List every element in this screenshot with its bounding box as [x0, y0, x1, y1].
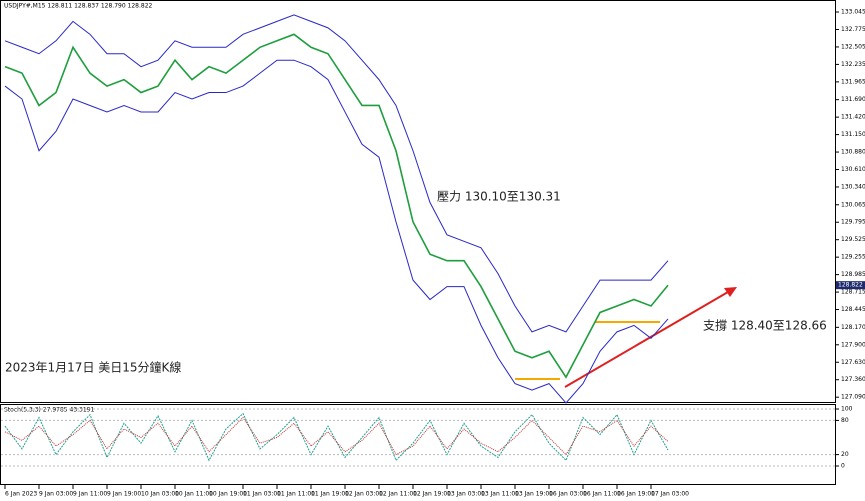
x-tick-label: 10 Jan 03:00 [141, 491, 179, 498]
x-tick-label: 11 Jan 03:00 [243, 491, 281, 498]
y-tick-label: 128.170 [841, 324, 865, 331]
x-tick-label: 16 Jan 03:00 [549, 491, 587, 498]
x-tick-label: 10 Jan 19:00 [209, 491, 247, 498]
x-tick-label: 17 Jan 03:00 [651, 491, 689, 498]
y-tick-label: 129.525 [841, 236, 865, 243]
y-tick-label: 131.150 [841, 131, 865, 138]
x-tick-label: 16 Jan 19:00 [617, 491, 655, 498]
x-tick-label: 9 Jan 11:00 [73, 491, 107, 498]
annotation: 支撐 128.40至128.66 [703, 319, 827, 333]
x-tick-label: 13 Jan 03:00 [447, 491, 485, 498]
y-tick-label: 128.715 [841, 289, 865, 296]
arrow-head [724, 287, 737, 297]
y-tick-label: 127.360 [841, 376, 865, 383]
last-price-box [836, 281, 865, 290]
y-tick-label: 131.965 [841, 78, 865, 85]
x-tick-label: 11 Jan 11:00 [277, 491, 315, 498]
x-tick-label: 9 Jan 03:00 [39, 491, 73, 498]
y-tick-label: 130.610 [841, 166, 865, 173]
main-title: USDJPY#,M15 128.811 128.837 128.790 128.… [4, 3, 153, 10]
price-line [4, 33, 669, 379]
annotation: 2023年1月17日 美日15分鐘K線 [5, 360, 181, 375]
last-price-label: 128.822 [838, 282, 863, 289]
x-tick-label: 9 Jan 19:00 [107, 491, 141, 498]
main-frame [0, 0, 836, 403]
stoch-line [4, 416, 669, 456]
x-tick-label: 13 Jan 11:00 [481, 491, 519, 498]
x-tick-label: 12 Jan 19:00 [413, 491, 451, 498]
y-tick-label: 80 [841, 417, 849, 424]
y-tick-label: 128.985 [841, 271, 865, 278]
y-tick-label: 20 [841, 451, 849, 458]
y-tick-label: 132.505 [841, 43, 865, 50]
y-tick-label: 131.690 [841, 96, 865, 103]
y-tick-label: 129.795 [841, 219, 865, 226]
y-tick-label: 131.420 [841, 114, 865, 121]
stoch-title: Stoch(5,3,3) 27.9785 43.3191 [4, 407, 95, 414]
y-tick-label: 132.775 [841, 26, 865, 33]
y-tick-label: 128.445 [841, 306, 865, 313]
y-tick-label: 130.065 [841, 201, 865, 208]
x-tick-label: 12 Jan 03:00 [345, 491, 383, 498]
y-tick-label: 127.900 [841, 341, 865, 348]
stoch-frame [0, 404, 836, 485]
x-tick-label: 11 Jan 19:00 [311, 491, 349, 498]
trend-arrow [564, 291, 729, 388]
y-tick-label: 133.045 [841, 9, 865, 16]
band-line [4, 59, 669, 404]
y-tick-label: 0 [841, 463, 845, 470]
y-tick-label: 127.630 [841, 359, 865, 366]
x-tick-label: 6 Jan 2023 [5, 491, 37, 498]
x-tick-label: 16 Jan 11:00 [583, 491, 621, 498]
x-tick-label: 10 Jan 11:00 [175, 491, 213, 498]
y-tick-label: 127.090 [841, 394, 865, 401]
y-tick-label: 132.235 [841, 61, 865, 68]
y-tick-label: 130.880 [841, 149, 865, 156]
x-tick-label: 13 Jan 19:00 [515, 491, 553, 498]
y-tick-label: 129.255 [841, 254, 865, 261]
y-tick-label: 130.340 [841, 183, 865, 190]
y-tick-label: 100 [841, 406, 853, 413]
annotation: 壓力 130.10至130.31 [437, 190, 561, 204]
band-line [4, 14, 669, 333]
x-tick-label: 12 Jan 11:00 [379, 491, 417, 498]
